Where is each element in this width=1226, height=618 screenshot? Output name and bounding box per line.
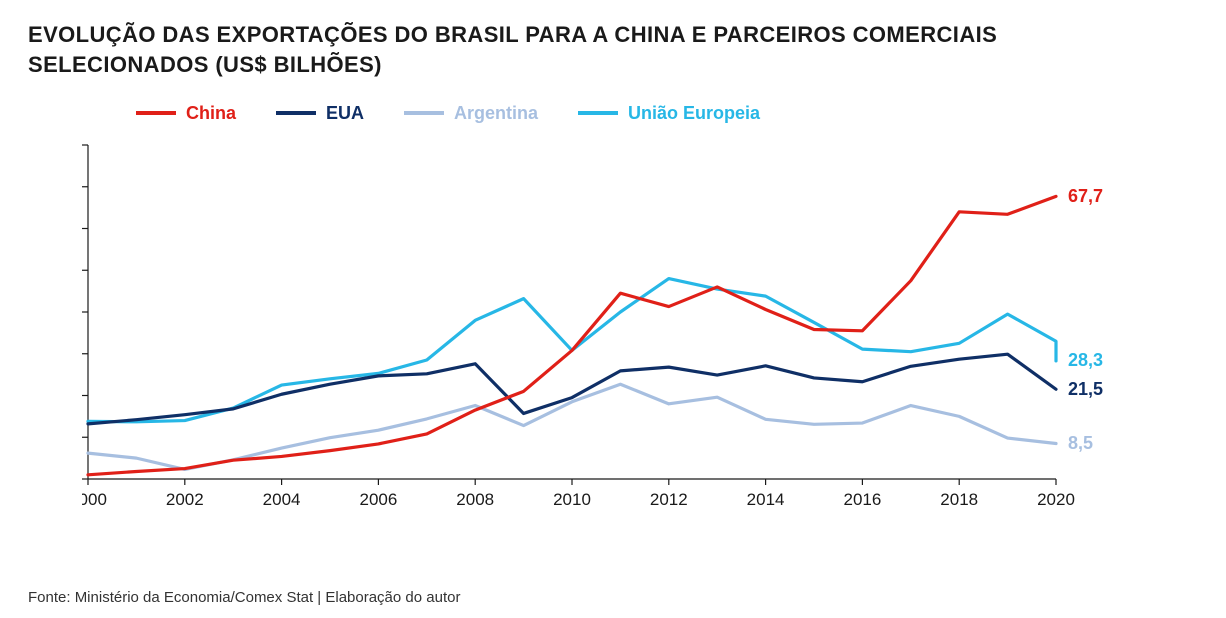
x-tick-label: 2010 <box>553 490 591 509</box>
x-tick-label: 2012 <box>650 490 688 509</box>
chart-plot: 0102030405060708020002002200420062008201… <box>82 105 1122 515</box>
chart-title: EVOLUÇÃO DAS EXPORTAÇÕES DO BRASIL PARA … <box>28 20 1028 79</box>
chart-area: ChinaEUAArgentinaUnião Europeia 01020304… <box>28 95 1188 555</box>
end-label-china: 67,7 <box>1068 186 1103 207</box>
x-tick-label: 2014 <box>747 490 785 509</box>
x-tick-label: 2018 <box>940 490 978 509</box>
chart-svg: 0102030405060708020002002200420062008201… <box>82 105 1122 515</box>
x-tick-label: 2016 <box>843 490 881 509</box>
chart-title-line2: SELECIONADOS (US$ BILHÕES) <box>28 52 382 77</box>
series-line-eua <box>88 355 1056 425</box>
x-tick-label: 2006 <box>359 490 397 509</box>
end-label-uniao_europeia: 28,3 <box>1068 350 1103 371</box>
x-tick-label: 2000 <box>82 490 107 509</box>
x-tick-label: 2020 <box>1037 490 1075 509</box>
x-tick-label: 2008 <box>456 490 494 509</box>
x-tick-label: 2002 <box>166 490 204 509</box>
end-label-argentina: 8,5 <box>1068 433 1093 454</box>
chart-title-line1: EVOLUÇÃO DAS EXPORTAÇÕES DO BRASIL PARA … <box>28 22 997 47</box>
end-label-eua: 21,5 <box>1068 379 1103 400</box>
chart-source: Fonte: Ministério da Economia/Comex Stat… <box>28 589 460 606</box>
series-line-china <box>88 197 1056 475</box>
x-tick-label: 2004 <box>263 490 301 509</box>
